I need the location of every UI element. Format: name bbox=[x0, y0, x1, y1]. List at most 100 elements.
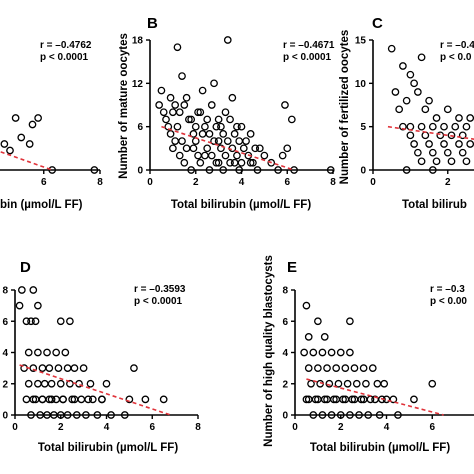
panel-b-data-point bbox=[233, 151, 241, 160]
panel-d-y-tick-label: 2 bbox=[2, 379, 8, 390]
panel-c-data-point bbox=[462, 122, 471, 131]
panel-d-data-point bbox=[88, 395, 97, 404]
panel-b-data-point bbox=[219, 166, 228, 174]
panel-d-plot: 0 2 4 6 8 0 2 4 6 8 bbox=[2, 286, 201, 434]
panel-d-data-point bbox=[47, 395, 56, 404]
panel-c-data-point bbox=[447, 157, 456, 166]
panel-d-data-point bbox=[66, 317, 74, 326]
panel-e-x-tick-label: 0 bbox=[292, 422, 298, 433]
panel-d-data-point bbox=[98, 395, 106, 404]
panel-e-data-point bbox=[332, 395, 341, 404]
panel-d-data-point bbox=[63, 411, 72, 419]
panel-d-data-point bbox=[66, 379, 74, 388]
panel-b-data-point bbox=[237, 158, 246, 167]
panel-b-x-tick-label: 2 bbox=[193, 177, 199, 188]
panel-b-data-point bbox=[230, 130, 239, 138]
panel-b-stat-r: r = –0.4671 bbox=[283, 40, 335, 51]
panel-e-data-point bbox=[352, 379, 361, 388]
panel-e-data-point bbox=[346, 411, 354, 419]
panel-a-stat-r: r = –0.4762 bbox=[40, 40, 92, 51]
panel-a-data-point bbox=[11, 114, 20, 122]
panel-d-data-point bbox=[43, 348, 51, 357]
panel-e-data-point bbox=[323, 364, 331, 372]
panel-c-data-point bbox=[425, 96, 433, 105]
panel-b-data-point bbox=[226, 158, 234, 167]
panel-e-data-point bbox=[302, 301, 311, 310]
panel-b-data-point bbox=[214, 115, 223, 124]
panel-e-data-point bbox=[389, 395, 398, 404]
panel-d-stat-p: p < 0.0001 bbox=[134, 296, 183, 307]
panel-b-data-point bbox=[180, 158, 189, 167]
panel-c-data-point bbox=[417, 53, 426, 62]
panel-b-data-point bbox=[217, 122, 225, 131]
panel-e-data-point bbox=[332, 364, 341, 372]
panel-e-data-point bbox=[325, 379, 334, 388]
panel-b-data-point bbox=[207, 101, 216, 109]
panel-b-data-point bbox=[175, 151, 184, 160]
panel-a-data-point bbox=[17, 133, 26, 142]
panel-e-data-point bbox=[327, 411, 336, 419]
panel-b-data-point bbox=[194, 151, 202, 160]
panel-c-data-point bbox=[406, 122, 415, 131]
panel-d-data-point bbox=[79, 364, 88, 372]
panel-b-data-point bbox=[217, 144, 225, 153]
panel-e-data-point bbox=[304, 395, 313, 404]
panel-b-data-point bbox=[196, 158, 205, 167]
panel-b-data-point bbox=[196, 108, 205, 117]
panel-c-data-point bbox=[466, 114, 474, 122]
panel-c-data-point bbox=[406, 70, 415, 79]
panel-e-letter: E bbox=[287, 259, 297, 276]
panel-a-stat-p: p < 0.0001 bbox=[40, 52, 89, 63]
panel-b-data-point bbox=[171, 137, 180, 145]
panel-c-data-point bbox=[440, 140, 448, 148]
panel-e-data-point bbox=[343, 379, 352, 388]
panel-b-data-point bbox=[164, 122, 173, 131]
panel-c-data-point bbox=[440, 122, 448, 131]
panel-c-data-point bbox=[417, 157, 426, 166]
panel-a: r = –0.4762 p < 0.0001 bin (µmol/L FF) 4… bbox=[0, 40, 103, 211]
panel-e-data-point bbox=[314, 317, 322, 326]
panel-d-x-tick-label: 2 bbox=[58, 422, 64, 433]
panel-b-data-point bbox=[230, 158, 239, 167]
panel-e-data-point bbox=[318, 348, 327, 357]
panel-e-y-tick-label: 6 bbox=[282, 317, 288, 328]
panel-c-y-tick-label: 10 bbox=[355, 79, 367, 90]
panel-b-data-point bbox=[198, 86, 207, 95]
panel-b-y-tick-label: 6 bbox=[137, 122, 143, 133]
panel-c-data-point bbox=[458, 148, 467, 157]
panel-c-x-axis-title: Total bilirub bbox=[402, 199, 467, 211]
panel-e-data-point bbox=[355, 411, 363, 419]
panel-b-plot: 0 2 4 6 8 0 6 12 18 bbox=[132, 36, 336, 189]
panel-b-data-point bbox=[221, 108, 230, 117]
panel-b-data-point bbox=[198, 130, 207, 138]
panel-d-y-tick-label: 8 bbox=[2, 286, 8, 297]
panel-c-data-point bbox=[432, 157, 441, 166]
panel-d-letter: D bbox=[20, 259, 31, 276]
panel-a-data-point bbox=[34, 114, 42, 122]
panel-b-data-point bbox=[185, 115, 193, 124]
panel-d-data-point bbox=[29, 395, 38, 404]
panel-b: B r = –0.4671 p < 0.0001 Number of matur… bbox=[118, 15, 336, 211]
panel-e-data-point bbox=[304, 364, 313, 372]
panel-e-x-tick-label: 2 bbox=[338, 422, 344, 433]
panel-e-data-point bbox=[350, 364, 359, 372]
panel-e-data-point bbox=[314, 364, 322, 372]
panel-b-x-tick-label: 6 bbox=[284, 177, 290, 188]
panel-e-data-point bbox=[327, 348, 336, 357]
panel-c-data-point bbox=[402, 96, 411, 105]
panel-d-data-point bbox=[86, 379, 95, 388]
panel-d-data-point bbox=[70, 395, 79, 404]
panel-b-data-point bbox=[182, 93, 191, 102]
panel-d-data-point bbox=[70, 364, 79, 372]
panel-e-data-point bbox=[304, 333, 313, 341]
panel-d-data-point bbox=[56, 379, 65, 388]
panel-c-data-point bbox=[455, 140, 463, 148]
panel-c-data-point bbox=[410, 79, 418, 88]
panel-e-data-point bbox=[410, 395, 418, 404]
panel-d-data-point bbox=[24, 348, 33, 357]
panel-d-x-tick-label: 4 bbox=[104, 422, 110, 433]
panel-a-x-axis-title: bin (µmol/L FF) bbox=[0, 199, 83, 211]
panel-b-data-point bbox=[169, 108, 177, 117]
panel-e-data-point bbox=[334, 379, 343, 388]
